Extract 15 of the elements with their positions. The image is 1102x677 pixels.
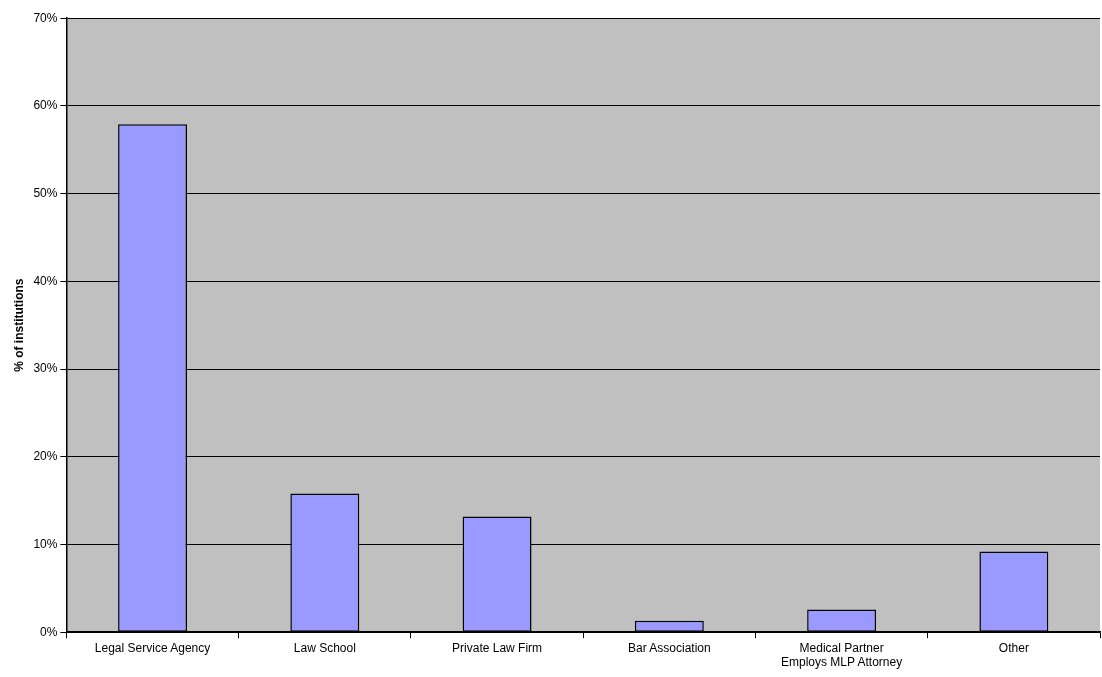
- y-tick-label: 40%: [33, 273, 58, 288]
- y-tick-label: 60%: [33, 98, 58, 113]
- y-tick-label: 0%: [40, 624, 58, 639]
- x-tick-label: Private Law Firm: [452, 640, 543, 655]
- x-tick-label: Bar Association: [627, 640, 711, 655]
- y-tick-label: 50%: [33, 185, 58, 200]
- x-tick-label: Medical Partner Employs MLP Attorney: [781, 640, 903, 670]
- y-axis-title: % of institutions: [11, 278, 26, 372]
- x-tick-label: Legal Service Agency: [94, 640, 211, 655]
- y-tick-label: 70%: [33, 10, 58, 25]
- y-tick-label: 20%: [33, 449, 58, 464]
- x-tick-label: Law School: [293, 640, 356, 655]
- x-tick-label: Other: [998, 640, 1029, 655]
- y-tick-label: 30%: [33, 361, 58, 376]
- y-tick-label: 10%: [33, 536, 58, 551]
